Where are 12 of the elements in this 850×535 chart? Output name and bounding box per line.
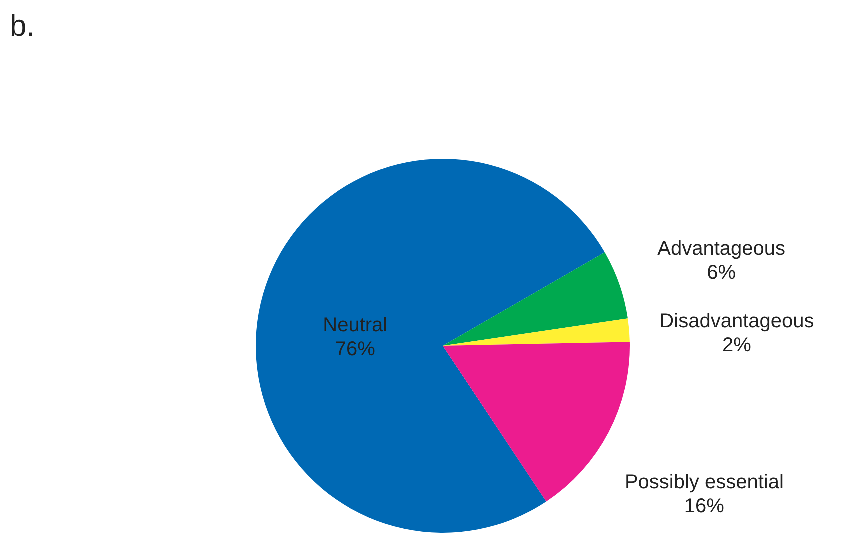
- data-label: 16%: [684, 496, 725, 518]
- chart-title: b.: [10, 10, 36, 43]
- pie-slice: [256, 159, 605, 533]
- pie-slice: [443, 252, 628, 346]
- slice-label: Advantageous: [658, 238, 786, 260]
- pie-slice: [443, 318, 630, 346]
- slice-label: Neutral: [323, 314, 388, 336]
- slice-label: Disadvantageous: [660, 310, 814, 332]
- slice-label: Possibly essential: [624, 472, 784, 494]
- data-label: 2%: [722, 334, 752, 356]
- data-label: 76%: [335, 338, 376, 360]
- data-label: 6%: [707, 262, 736, 284]
